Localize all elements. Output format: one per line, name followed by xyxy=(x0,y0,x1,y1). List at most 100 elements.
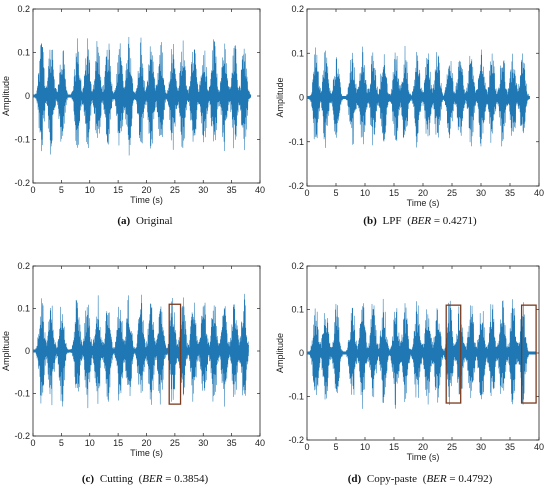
x-tick-label: 30 xyxy=(198,438,208,448)
caption-b: (b) LPF (BER = 0.4271) xyxy=(363,215,477,227)
y-tick-label: 0.1 xyxy=(291,48,304,58)
y-tick-label: 0.1 xyxy=(17,304,30,314)
caption-c-name: Cutting xyxy=(100,473,134,485)
caption-a-name: Original xyxy=(136,215,173,227)
caption-c-ber-suffix: ) xyxy=(204,473,208,485)
x-axis-label: Time (s) xyxy=(407,198,440,208)
y-tick-label: 0 xyxy=(299,93,304,103)
caption-d-letter: (d) xyxy=(348,473,362,485)
waveform-plot-copy-paste: 0 5 10 15 20 25 30 35 40 0.2 0.1 0 -0.1 -0.2 Time (s) A… xyxy=(275,261,544,462)
x-tick-label: 5 xyxy=(59,438,64,448)
panel-b: 0 5 10 15 20 25 30 35 40 0.2 0.1 0 -0.1 -0.2 Time (s) A… xyxy=(275,4,544,227)
x-tick-label: 10 xyxy=(360,442,370,452)
y-tick-label: -0.1 xyxy=(14,135,30,145)
x-tick-label: 10 xyxy=(85,185,95,195)
caption-b-ber-prefix: ( xyxy=(407,215,411,227)
x-tick-label: 5 xyxy=(333,442,338,452)
x-tick-label: 20 xyxy=(418,442,428,452)
x-tick-label: 25 xyxy=(170,185,180,195)
y-tick-label: 0 xyxy=(299,348,304,358)
y-tick-label: 0.1 xyxy=(291,305,304,315)
x-tick-label: 5 xyxy=(59,185,64,195)
y-tick-label: 0 xyxy=(25,346,30,356)
x-tick-label: 10 xyxy=(360,188,370,198)
x-tick-label: 10 xyxy=(85,438,95,448)
tamper-region-box xyxy=(520,304,537,404)
y-tick-label: 0 xyxy=(25,91,30,101)
caption-a-letter: (a) xyxy=(117,215,130,227)
x-tick-label: 5 xyxy=(333,188,338,198)
x-tick-label: 15 xyxy=(113,438,123,448)
x-axis-label: Time (s) xyxy=(130,195,163,205)
x-tick-label: 20 xyxy=(141,185,151,195)
y-tick-label: -0.2 xyxy=(288,435,304,445)
caption-d-name: Copy-paste xyxy=(367,473,417,485)
x-tick-label: 30 xyxy=(476,188,486,198)
tamper-region-box xyxy=(445,304,462,404)
y-tick-label: 0.2 xyxy=(17,261,30,271)
caption-c-ber-value: 0.3854 xyxy=(174,473,205,485)
y-tick-label: -0.1 xyxy=(14,389,30,399)
caption-d: (d) Copy-paste (BER = 0.4792) xyxy=(348,473,493,485)
y-tick-label: -0.2 xyxy=(288,181,304,191)
caption-a: (a) Original xyxy=(117,215,172,227)
panel-a: 0 5 10 15 20 25 30 35 40 0.2 0.1 0 -0.1 -0.2 Time (s) A… xyxy=(1,4,265,227)
x-tick-label: 25 xyxy=(447,188,457,198)
y-axis-label: Amplitude xyxy=(1,331,11,371)
x-tick-label: 40 xyxy=(255,438,265,448)
caption-d-ber-prefix: ( xyxy=(423,473,427,485)
caption-b-letter: (b) xyxy=(363,215,377,227)
panel-d: 0 5 10 15 20 25 30 35 40 0.2 0.1 0 -0.1 -0.2 Time (s) A… xyxy=(275,261,544,485)
caption-d-ber-suffix: ) xyxy=(489,473,493,485)
y-tick-label: -0.2 xyxy=(14,178,30,188)
caption-d-ber-eq: = xyxy=(447,473,459,485)
caption-c-ber-prefix: ( xyxy=(139,473,143,485)
x-axis-label: Time (s) xyxy=(130,448,163,458)
caption-b-ber-suffix: ) xyxy=(473,215,477,227)
y-tick-label: 0.1 xyxy=(17,48,30,58)
caption-b-ber-eq: = xyxy=(431,215,443,227)
x-tick-label: 15 xyxy=(389,442,399,452)
x-tick-label: 0 xyxy=(30,438,35,448)
y-tick-label: 0.2 xyxy=(291,4,304,14)
y-tick-label: -0.2 xyxy=(14,431,30,441)
x-tick-label: 40 xyxy=(534,442,544,452)
x-tick-label: 30 xyxy=(198,185,208,195)
x-tick-label: 15 xyxy=(113,185,123,195)
x-tick-label: 35 xyxy=(227,185,237,195)
x-tick-label: 15 xyxy=(389,188,399,198)
x-tick-label: 0 xyxy=(304,188,309,198)
caption-b-name: LPF xyxy=(383,215,402,227)
caption-c: (c) Cutting (BER = 0.3854) xyxy=(82,473,209,485)
caption-d-ber-var: BER xyxy=(426,473,446,485)
x-tick-label: 40 xyxy=(534,188,544,198)
x-tick-label: 35 xyxy=(227,438,237,448)
x-tick-label: 40 xyxy=(255,185,265,195)
caption-c-letter: (c) xyxy=(82,473,95,485)
caption-d-ber-value: 0.4792 xyxy=(458,473,488,485)
x-axis-label: Time (s) xyxy=(407,452,440,462)
panel-c: 0 5 10 15 20 25 30 35 40 0.2 0.1 0 -0.1 -0.2 Time (s) A… xyxy=(1,261,265,485)
y-axis-label: Amplitude xyxy=(275,77,285,117)
caption-b-ber-var: BER xyxy=(411,215,431,227)
caption-c-ber-var: BER xyxy=(142,473,162,485)
x-tick-label: 35 xyxy=(505,188,515,198)
x-tick-label: 30 xyxy=(476,442,486,452)
x-tick-label: 0 xyxy=(304,442,309,452)
x-tick-label: 25 xyxy=(170,438,180,448)
x-tick-label: 0 xyxy=(30,185,35,195)
y-tick-label: -0.1 xyxy=(288,137,304,147)
y-tick-label: 0.2 xyxy=(291,261,304,271)
waveform-plot-cutting: 0 5 10 15 20 25 30 35 40 0.2 0.1 0 -0.1 -0.2 Time (s) A… xyxy=(1,261,265,458)
x-tick-label: 20 xyxy=(418,188,428,198)
y-tick-label: 0.2 xyxy=(17,4,30,14)
caption-c-ber-eq: = xyxy=(162,473,174,485)
y-tick-label: -0.1 xyxy=(288,392,304,402)
x-tick-label: 25 xyxy=(447,442,457,452)
waveform-plot-lpf: 0 5 10 15 20 25 30 35 40 0.2 0.1 0 -0.1 -0.2 Time (s) A… xyxy=(275,4,544,208)
y-axis-label: Amplitude xyxy=(275,333,285,373)
tamper-region-box xyxy=(168,303,182,405)
x-tick-label: 35 xyxy=(505,442,515,452)
waveform-plot-original: 0 5 10 15 20 25 30 35 40 0.2 0.1 0 -0.1 -0.2 Time (s) A… xyxy=(1,4,265,205)
